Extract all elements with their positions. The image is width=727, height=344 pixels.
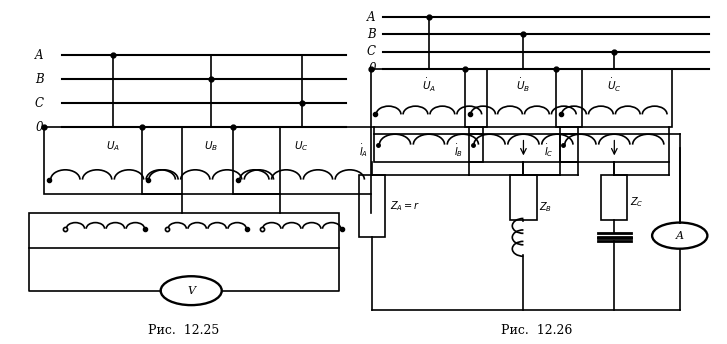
Text: B: B xyxy=(367,28,376,41)
Text: A: A xyxy=(675,230,684,241)
Bar xyxy=(601,175,627,220)
Text: $U_A$: $U_A$ xyxy=(105,139,120,153)
Bar xyxy=(556,69,672,127)
Text: $Z_A=r$: $Z_A=r$ xyxy=(390,200,421,213)
Bar xyxy=(142,127,280,194)
Bar xyxy=(29,213,339,248)
Bar xyxy=(560,134,669,162)
Text: 0: 0 xyxy=(369,62,376,75)
Text: $\dot{U}_C$: $\dot{U}_C$ xyxy=(607,77,622,94)
Text: $U_C$: $U_C$ xyxy=(294,139,309,153)
Text: Рис.  12.26: Рис. 12.26 xyxy=(501,324,573,337)
Bar xyxy=(233,127,371,194)
Bar xyxy=(510,175,537,220)
Text: $\dot{I}_B$: $\dot{I}_B$ xyxy=(454,142,463,159)
Bar xyxy=(465,69,582,127)
Bar xyxy=(44,127,182,194)
Text: $\dot{U}_A$: $\dot{U}_A$ xyxy=(422,77,436,94)
Text: B: B xyxy=(35,73,44,86)
Text: $\dot{U}_B$: $\dot{U}_B$ xyxy=(516,77,531,94)
Bar xyxy=(371,69,487,127)
Text: $\dot{I}_C$: $\dot{I}_C$ xyxy=(545,142,554,159)
Text: $\dot{I}_A$: $\dot{I}_A$ xyxy=(359,142,369,159)
Text: $U_B$: $U_B$ xyxy=(204,139,218,153)
Text: 0: 0 xyxy=(36,121,44,134)
Text: A: A xyxy=(367,11,376,24)
Bar xyxy=(359,175,385,237)
Bar xyxy=(469,134,578,162)
Bar xyxy=(374,134,483,162)
Text: $Z_C$: $Z_C$ xyxy=(630,195,644,209)
Text: C: C xyxy=(367,45,376,58)
Text: Рис.  12.25: Рис. 12.25 xyxy=(148,324,220,337)
Text: A: A xyxy=(35,49,44,62)
Text: V: V xyxy=(187,286,196,296)
Text: C: C xyxy=(35,97,44,110)
Text: $Z_B$: $Z_B$ xyxy=(539,200,553,214)
